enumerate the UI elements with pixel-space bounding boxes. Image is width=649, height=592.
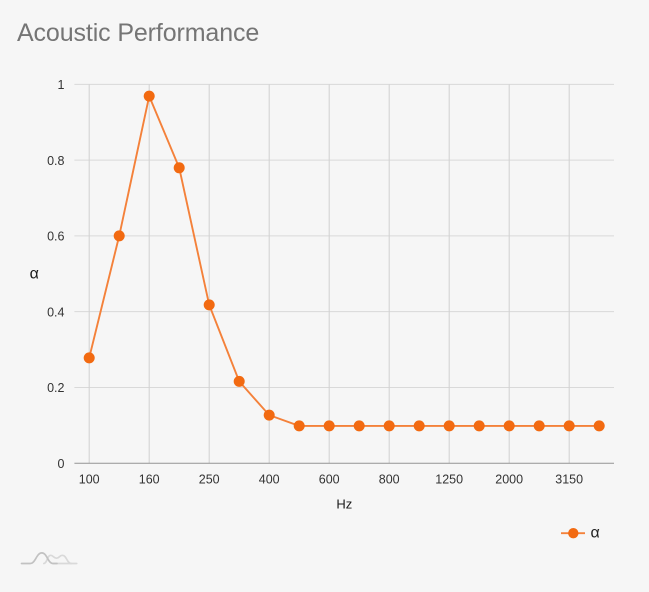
svg-text:0.2: 0.2 bbox=[47, 381, 64, 395]
svg-text:α: α bbox=[591, 525, 600, 542]
svg-text:600: 600 bbox=[319, 473, 340, 487]
svg-text:0.4: 0.4 bbox=[47, 305, 64, 319]
svg-text:250: 250 bbox=[199, 473, 220, 487]
svg-text:0.8: 0.8 bbox=[47, 154, 64, 168]
svg-text:800: 800 bbox=[379, 473, 400, 487]
svg-text:α: α bbox=[30, 265, 39, 282]
svg-text:Acoustic Performance: Acoustic Performance bbox=[17, 19, 259, 47]
svg-text:Hz: Hz bbox=[336, 496, 352, 511]
svg-text:3150: 3150 bbox=[555, 473, 583, 487]
svg-text:0.6: 0.6 bbox=[47, 230, 64, 244]
svg-text:1: 1 bbox=[58, 78, 65, 92]
svg-text:2000: 2000 bbox=[495, 473, 523, 487]
svg-text:160: 160 bbox=[139, 473, 160, 487]
svg-text:400: 400 bbox=[259, 473, 280, 487]
svg-text:0: 0 bbox=[58, 457, 65, 471]
svg-text:1250: 1250 bbox=[435, 473, 463, 487]
svg-text:100: 100 bbox=[79, 473, 100, 487]
